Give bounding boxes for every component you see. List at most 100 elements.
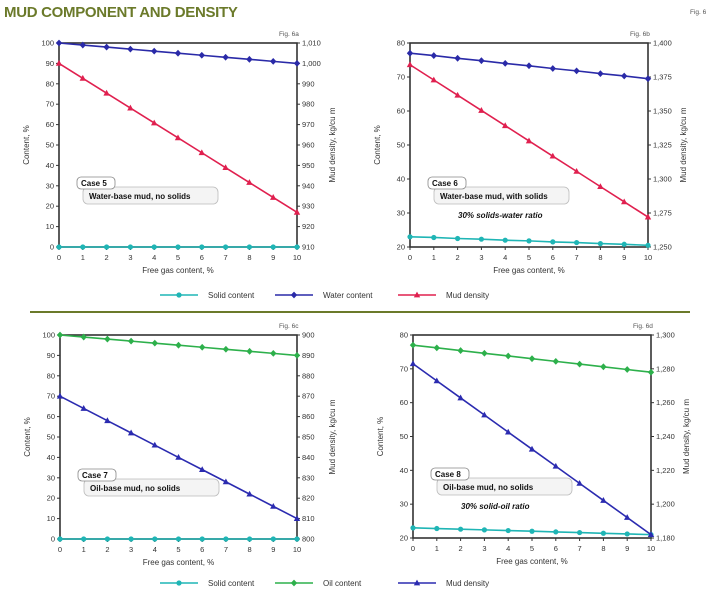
data-point bbox=[550, 239, 556, 245]
y-tick-label: 100 bbox=[41, 39, 54, 48]
y2-tick-label: 900 bbox=[302, 331, 315, 340]
y2-tick-label: 830 bbox=[302, 473, 315, 482]
data-point bbox=[127, 337, 135, 345]
data-point bbox=[199, 244, 205, 250]
data-point bbox=[293, 515, 301, 521]
y-tick-label: 70 bbox=[47, 392, 55, 401]
data-point bbox=[175, 244, 181, 250]
series-oil-content bbox=[409, 341, 655, 376]
y2-tick-label: 920 bbox=[302, 222, 315, 231]
data-point bbox=[80, 333, 87, 341]
data-point bbox=[433, 344, 440, 352]
data-point bbox=[79, 74, 86, 81]
y2-axis-label: Mud density, kg/cu m bbox=[328, 399, 337, 474]
legend-label: Mud density bbox=[446, 579, 489, 588]
data-point bbox=[526, 238, 532, 244]
legend-marker-icon bbox=[290, 579, 298, 587]
legend-label: Solid content bbox=[208, 291, 255, 300]
case-description: Water-base mud, with solids bbox=[440, 192, 548, 201]
x-tick-label: 2 bbox=[459, 544, 463, 553]
x-tick-label: 10 bbox=[644, 253, 652, 262]
data-point bbox=[127, 429, 135, 436]
y2-axis-label: Mud density, kg/cu m bbox=[328, 107, 337, 182]
data-point bbox=[525, 62, 533, 70]
figure-sublabel: Fig. 6d bbox=[633, 323, 653, 330]
data-point bbox=[478, 236, 484, 242]
data-point bbox=[151, 47, 158, 55]
x-tick-label: 4 bbox=[153, 545, 157, 554]
y-tick-label: 50 bbox=[47, 433, 55, 442]
data-point bbox=[407, 234, 413, 240]
y-tick-label: 0 bbox=[51, 535, 55, 544]
case-description: Oil-base mud, no solids bbox=[443, 483, 534, 492]
data-point bbox=[597, 241, 604, 247]
y-tick-label: 40 bbox=[397, 175, 405, 184]
x-tick-label: 5 bbox=[176, 545, 180, 554]
data-point bbox=[151, 339, 158, 347]
y2-tick-label: 800 bbox=[302, 535, 315, 544]
x-tick-label: 7 bbox=[578, 544, 582, 553]
data-point bbox=[104, 536, 110, 542]
y2-tick-label: 1,220 bbox=[656, 466, 675, 475]
data-point bbox=[222, 53, 229, 61]
data-point bbox=[222, 478, 230, 485]
data-point bbox=[293, 208, 301, 215]
x-tick-label: 5 bbox=[176, 253, 180, 262]
y2-tick-label: 1,200 bbox=[656, 500, 675, 509]
legend-marker-icon bbox=[413, 579, 421, 586]
data-point bbox=[409, 341, 417, 349]
data-point bbox=[223, 536, 229, 542]
x-tick-label: 7 bbox=[224, 545, 228, 554]
data-point bbox=[624, 366, 631, 373]
x-tick-label: 9 bbox=[271, 253, 275, 262]
data-point bbox=[410, 525, 416, 531]
chart-fig-6d: Fig. 6d 0 1 2 3 4 5 6 7 8 9 10 20 30 40 50 60 70 80 1,180 1,… bbox=[376, 323, 691, 566]
legend-marker-icon bbox=[176, 292, 182, 298]
figure-label: Fig. 6 bbox=[690, 9, 707, 16]
series-water-content bbox=[55, 39, 301, 67]
data-point bbox=[505, 428, 512, 435]
case-description: Water-base mud, no solids bbox=[89, 192, 191, 201]
plot-frame bbox=[59, 334, 298, 540]
case-tag-box bbox=[77, 468, 117, 482]
data-point bbox=[549, 152, 556, 159]
data-point bbox=[576, 360, 583, 368]
y2-axis-label: Mud density, kg/cu m bbox=[682, 399, 691, 474]
data-point bbox=[151, 244, 157, 250]
x-tick-label: 10 bbox=[647, 544, 655, 553]
figure-sublabel: Fig. 6b bbox=[630, 31, 650, 38]
data-point bbox=[481, 527, 487, 533]
series-solid-content bbox=[407, 234, 651, 248]
case-description: Oil-base mud, no solids bbox=[90, 484, 181, 493]
x-tick-label: 3 bbox=[129, 545, 133, 554]
x-tick-label: 3 bbox=[479, 253, 483, 262]
data-point bbox=[573, 67, 580, 75]
x-tick-label: 6 bbox=[551, 253, 555, 262]
series-mud-density bbox=[55, 60, 301, 215]
y2-tick-label: 1,250 bbox=[653, 243, 672, 252]
series-solid-content bbox=[56, 244, 300, 250]
y2-tick-label: 850 bbox=[302, 433, 315, 442]
data-point bbox=[406, 49, 414, 57]
x-tick-label: 5 bbox=[530, 544, 534, 553]
x-tick-label: 4 bbox=[503, 253, 507, 262]
case-description-box bbox=[83, 478, 220, 497]
y2-tick-label: 990 bbox=[302, 79, 315, 88]
series-oil-content bbox=[56, 331, 301, 359]
x-tick-label: 1 bbox=[82, 545, 86, 554]
y-tick-label: 0 bbox=[50, 243, 54, 252]
data-point bbox=[621, 198, 628, 205]
y2-tick-label: 950 bbox=[302, 161, 315, 170]
ratio-note: 30% solid-oil ratio bbox=[461, 502, 530, 511]
y-tick-label: 50 bbox=[397, 141, 405, 150]
data-point bbox=[246, 244, 252, 250]
y-tick-label: 90 bbox=[47, 351, 55, 360]
data-point bbox=[457, 394, 464, 401]
data-point bbox=[577, 529, 583, 536]
x-tick-label: 0 bbox=[57, 253, 61, 262]
y2-tick-label: 960 bbox=[302, 141, 315, 150]
y2-tick-label: 1,300 bbox=[653, 175, 672, 184]
data-point bbox=[80, 244, 86, 250]
data-point bbox=[103, 43, 110, 51]
data-point bbox=[104, 244, 110, 250]
